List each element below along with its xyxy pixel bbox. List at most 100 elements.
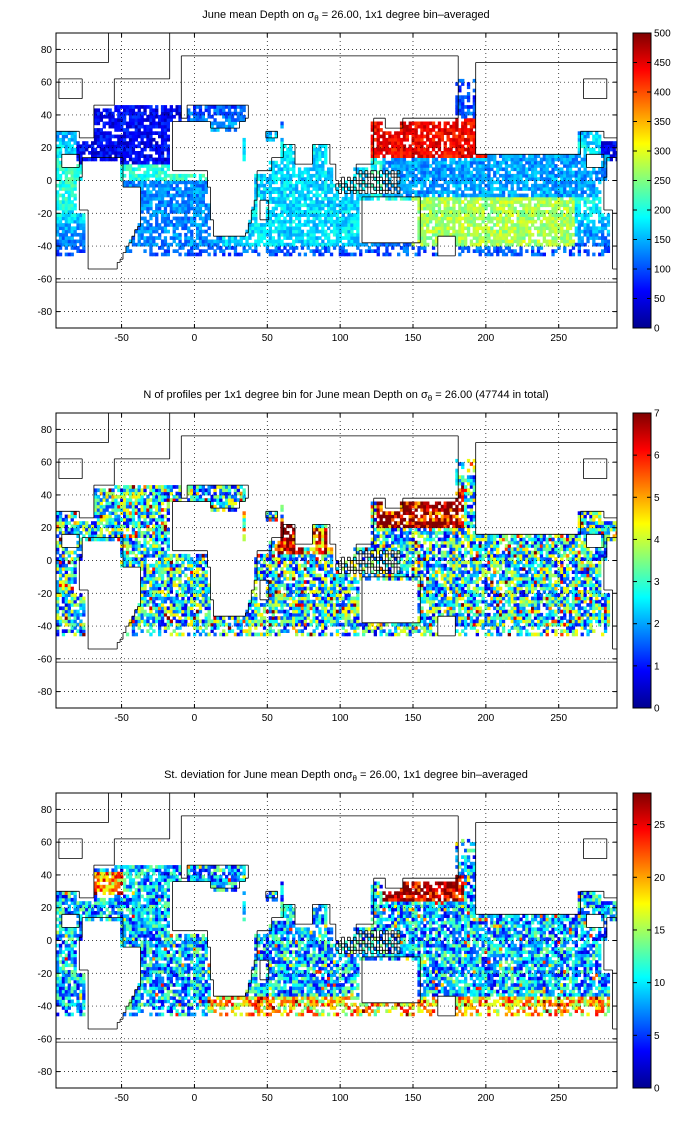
data-cell xyxy=(280,141,284,145)
data-cell xyxy=(601,167,605,172)
data-cell xyxy=(227,242,232,247)
data-cell xyxy=(458,78,462,83)
data-cell xyxy=(574,173,578,178)
data-cell xyxy=(140,576,144,581)
data-cell xyxy=(283,229,287,234)
data-cell xyxy=(64,236,68,240)
data-cell xyxy=(184,193,188,198)
data-cell xyxy=(595,210,599,214)
data-cell xyxy=(143,219,147,224)
data-cell xyxy=(227,252,232,257)
data-cell xyxy=(437,229,442,234)
data-cell xyxy=(434,210,439,214)
data-cell xyxy=(67,514,71,519)
data-cell xyxy=(58,141,63,145)
data-cell xyxy=(475,173,479,178)
data-cell xyxy=(131,501,136,506)
data-cell xyxy=(464,213,468,217)
data-cell xyxy=(149,173,153,178)
data-cell xyxy=(306,210,310,214)
data-cell xyxy=(64,517,68,522)
data-cell xyxy=(120,488,124,493)
data-cell xyxy=(490,190,494,194)
data-cell xyxy=(464,196,468,201)
data-cell xyxy=(577,187,581,191)
data-cell xyxy=(257,193,261,198)
data-cell xyxy=(265,134,270,139)
data-cell xyxy=(510,223,514,227)
data-cell xyxy=(589,219,593,224)
data-cell xyxy=(160,147,165,152)
data-cell xyxy=(58,586,63,591)
data-cell xyxy=(566,164,570,168)
data-cell xyxy=(277,236,281,240)
data-cell xyxy=(108,111,112,116)
data-cell xyxy=(143,599,147,604)
data-cell xyxy=(382,167,386,172)
data-cell xyxy=(67,196,71,201)
data-cell xyxy=(286,226,290,231)
data-cell xyxy=(469,154,474,158)
data-cell xyxy=(123,108,127,113)
data-cell xyxy=(414,134,418,139)
data-cell xyxy=(440,154,444,158)
data-cell xyxy=(566,232,570,237)
data-cell xyxy=(603,154,608,158)
data-cell xyxy=(318,144,322,149)
data-cell xyxy=(461,232,465,237)
data-cell xyxy=(589,183,593,188)
data-cell xyxy=(452,167,456,172)
coastline xyxy=(56,33,617,283)
data-cell xyxy=(166,173,170,178)
data-cell xyxy=(79,547,83,552)
data-cell xyxy=(175,203,179,208)
data-cell xyxy=(603,147,608,152)
data-cell xyxy=(379,183,383,188)
data-cell xyxy=(557,200,561,204)
data-cell xyxy=(76,173,80,178)
data-cell xyxy=(58,219,63,224)
data-cell xyxy=(58,511,63,515)
data-cell xyxy=(344,226,348,231)
data-cell xyxy=(574,157,578,162)
data-cell xyxy=(85,527,89,532)
data-cell xyxy=(143,563,147,568)
data-cell xyxy=(187,190,191,194)
data-cell xyxy=(431,229,436,234)
data-cell xyxy=(149,134,153,139)
data-cell xyxy=(201,216,205,221)
data-cell xyxy=(329,252,334,257)
data-cell xyxy=(490,252,494,257)
data-cell xyxy=(405,173,409,178)
data-cell xyxy=(458,108,462,113)
data-cell xyxy=(64,252,68,257)
data-cell xyxy=(257,242,261,247)
data-cell xyxy=(134,128,138,132)
data-cell xyxy=(166,180,170,185)
data-cell xyxy=(152,236,156,240)
data-cell xyxy=(190,196,194,201)
data-cell xyxy=(353,226,357,231)
data-cell xyxy=(70,219,74,224)
data-cell xyxy=(554,196,558,201)
data-cell xyxy=(274,190,278,194)
data-cell xyxy=(472,101,476,106)
data-cell xyxy=(327,219,331,224)
data-cell xyxy=(155,121,159,126)
data-cell xyxy=(155,164,159,168)
data-cell xyxy=(571,164,576,168)
data-cell xyxy=(522,164,526,168)
data-cell xyxy=(93,121,98,126)
data-cell xyxy=(158,170,162,175)
data-cell xyxy=(67,619,71,624)
data-cell xyxy=(487,187,491,191)
data-cell xyxy=(187,200,191,204)
data-cell xyxy=(513,157,517,162)
data-cell xyxy=(362,187,366,191)
data-cell xyxy=(61,606,66,611)
data-cell xyxy=(499,193,503,198)
data-cell xyxy=(568,242,573,247)
data-cell xyxy=(64,596,68,601)
data-cell xyxy=(108,114,112,119)
data-cell xyxy=(566,177,570,181)
